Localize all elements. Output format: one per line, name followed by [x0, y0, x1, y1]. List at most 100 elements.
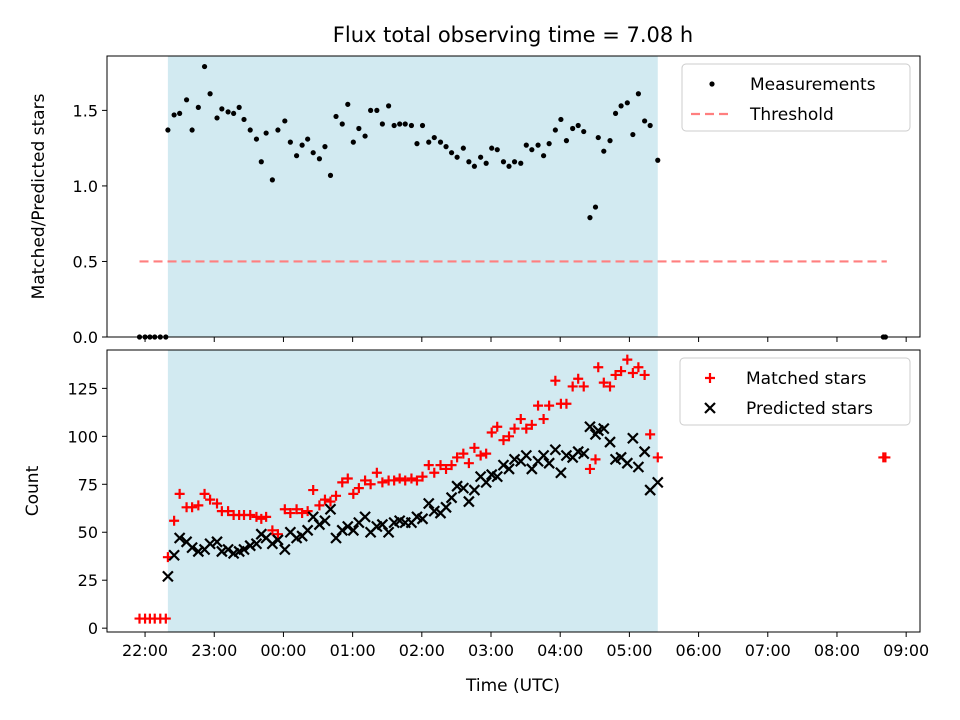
count-legend: Matched stars Predicted stars — [679, 357, 911, 426]
predicted-star-point — [204, 537, 216, 550]
matched-star-point — [578, 381, 589, 392]
predicted-star-point — [543, 457, 555, 469]
measurement-point — [552, 127, 558, 133]
predicted-star-point — [313, 518, 326, 531]
measurement-point — [195, 104, 201, 110]
predicted-star-point — [347, 524, 360, 537]
legend-label: Measurements — [750, 75, 876, 95]
matched-star-point — [463, 458, 474, 469]
measurement-point — [518, 160, 524, 166]
measurement-point — [177, 110, 183, 117]
ratio-observing-window — [167, 56, 658, 337]
predicted-star-point — [222, 543, 234, 556]
matched-star-point — [492, 421, 503, 432]
predicted-star-point — [168, 549, 180, 562]
measurement-point — [570, 125, 576, 132]
measurement-point — [339, 121, 345, 127]
predicted-star-point — [497, 459, 510, 471]
matched-star-point — [526, 419, 537, 430]
matched-star-point — [308, 485, 319, 496]
matched-star-point — [504, 431, 515, 442]
x-tick-label: 04:00 — [537, 641, 583, 660]
measurement-point — [305, 136, 311, 142]
measurement-point — [471, 163, 478, 169]
matched-star-point — [377, 477, 388, 488]
measurement-point — [448, 150, 455, 156]
x-tick-label: 23:00 — [191, 641, 237, 660]
matched-star-point — [639, 369, 650, 380]
measurement-point — [263, 130, 269, 136]
x-tick-label: 22:00 — [122, 641, 168, 660]
x-tick-label: 00:00 — [260, 641, 306, 660]
x-tick-label: 09:00 — [883, 641, 929, 660]
matched-star-point — [561, 398, 572, 409]
measurement-point — [535, 142, 541, 148]
predicted-star-point — [468, 484, 481, 496]
matched-star-point — [880, 452, 891, 463]
measurement-point — [402, 121, 408, 127]
predicted-star-point — [266, 537, 279, 550]
measurement-point — [275, 127, 281, 133]
matched-star-point — [411, 475, 422, 486]
measurement-point — [494, 147, 500, 153]
measurement-point — [587, 215, 593, 221]
measurement-point — [258, 159, 264, 165]
measurement-point — [293, 153, 300, 159]
predicted-star-point — [463, 495, 475, 508]
measurement-point — [655, 157, 661, 163]
y-tick-label: 100 — [67, 427, 98, 446]
measurement-point — [529, 147, 535, 153]
measurement-point — [443, 144, 449, 150]
predicted-star-point — [480, 476, 492, 489]
legend-label: Predicted stars — [746, 399, 873, 419]
matched-star-point — [279, 504, 290, 515]
measurement-point — [253, 136, 260, 142]
matched-star-point — [272, 529, 283, 540]
predicted-star-point — [577, 447, 590, 460]
matched-star-point — [342, 473, 353, 484]
predicted-star-point — [324, 503, 337, 516]
matched-star-point — [652, 452, 663, 463]
measurement-point — [635, 91, 641, 97]
measurement-point — [595, 134, 601, 141]
x-axis-label: Time (UTC) — [465, 676, 560, 696]
ratio-legend: Measurements Threshold — [681, 63, 911, 132]
measurement-point — [345, 101, 351, 107]
count-y-axis-label: Count — [23, 465, 43, 516]
matched-star-point — [199, 488, 210, 499]
matched-star-point — [212, 498, 223, 509]
legend-dot-marker — [709, 81, 715, 87]
matched-star-point — [481, 448, 492, 459]
measurement-point — [624, 100, 630, 106]
legend-box — [681, 63, 911, 132]
measurement-point — [165, 127, 171, 133]
predicted-star-point — [555, 466, 567, 479]
measurement-point — [426, 139, 432, 145]
measurement-point — [575, 122, 581, 129]
matched-star-point — [319, 494, 330, 505]
matched-star-point — [538, 414, 549, 425]
matched-star-point — [353, 483, 364, 494]
x-tick-label: 08:00 — [814, 641, 860, 660]
predicted-star-point — [604, 436, 616, 448]
measurement-point — [247, 127, 253, 133]
matched-star-point — [360, 475, 371, 486]
measurement-point — [282, 118, 288, 124]
matched-star-point — [406, 473, 417, 484]
matched-star-point — [285, 508, 296, 519]
matched-star-point — [297, 508, 308, 519]
predicted-star-point — [301, 524, 314, 537]
matched-star-point — [645, 429, 656, 440]
matched-star-point — [394, 473, 405, 484]
predicted-star-point — [250, 537, 263, 550]
ratio-panel: 0.0 0.5 1.0 1.5 Matched/Predicted stars Mea… — [29, 55, 921, 347]
legend-box — [679, 357, 911, 426]
predicted-star-point — [537, 449, 550, 462]
matched-star-point — [417, 471, 428, 482]
predicted-star-point — [279, 543, 291, 556]
ratio-y-axis: 0.0 0.5 1.0 1.5 — [73, 101, 107, 347]
count-x-axis: 22:00 23:00 00:00 01:00 02:00 03:00 04:00 05:00… — [122, 632, 929, 660]
measurement-point — [642, 118, 648, 124]
measurement-point — [397, 121, 403, 127]
predicted-star-point — [272, 534, 284, 546]
